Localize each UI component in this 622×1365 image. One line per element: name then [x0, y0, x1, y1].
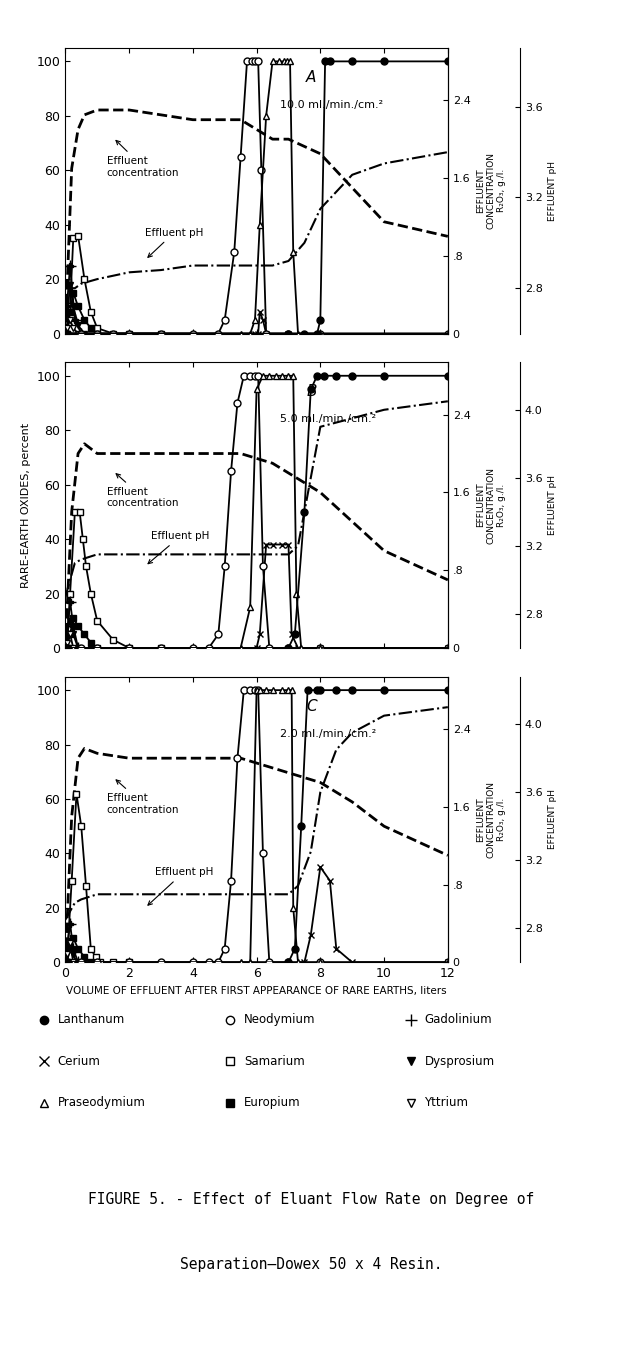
Text: Effluent pH: Effluent pH [148, 531, 210, 564]
Y-axis label: EFFLUENT pH: EFFLUENT pH [549, 161, 557, 221]
Text: Effluent
concentration: Effluent concentration [107, 779, 179, 815]
Text: A: A [306, 70, 317, 85]
Text: 5.0 ml./min./cm.²: 5.0 ml./min./cm.² [279, 414, 376, 425]
Y-axis label: EFFLUENT pH: EFFLUENT pH [549, 789, 557, 849]
Text: Praseodymium: Praseodymium [58, 1096, 146, 1110]
Y-axis label: EFFLUENT
CONCENTRATION
R₂O₃, g./l.: EFFLUENT CONCENTRATION R₂O₃, g./l. [476, 781, 506, 859]
Text: B: B [306, 385, 317, 400]
X-axis label: VOLUME OF EFFLUENT AFTER FIRST APPEARANCE OF RARE EARTHS, liters: VOLUME OF EFFLUENT AFTER FIRST APPEARANC… [67, 986, 447, 995]
Y-axis label: EFFLUENT
CONCENTRATION
R₂O₃, g./l.: EFFLUENT CONCENTRATION R₂O₃, g./l. [476, 467, 506, 543]
Text: Neodymium: Neodymium [244, 1013, 315, 1026]
Y-axis label: EFFLUENT
CONCENTRATION
R₂O₃, g./l.: EFFLUENT CONCENTRATION R₂O₃, g./l. [476, 152, 506, 229]
Text: Yttrium: Yttrium [424, 1096, 468, 1110]
Text: Effluent pH: Effluent pH [145, 228, 203, 258]
Text: Europium: Europium [244, 1096, 300, 1110]
Text: Effluent
concentration: Effluent concentration [107, 474, 179, 508]
Text: Effluent pH: Effluent pH [148, 867, 213, 905]
Y-axis label: RARE-EARTH OXIDES, percent: RARE-EARTH OXIDES, percent [21, 423, 31, 587]
Text: 10.0 ml./min./cm.²: 10.0 ml./min./cm.² [279, 100, 383, 109]
Text: FIGURE 5. - Effect of Eluant Flow Rate on Degree of: FIGURE 5. - Effect of Eluant Flow Rate o… [88, 1192, 534, 1207]
Text: 2.0 ml./min./cm.²: 2.0 ml./min./cm.² [279, 729, 376, 738]
Text: C: C [306, 699, 317, 714]
Text: Separation–Dowex 50 x 4 Resin.: Separation–Dowex 50 x 4 Resin. [180, 1257, 442, 1272]
Text: Lanthanum: Lanthanum [58, 1013, 125, 1026]
Text: Effluent
concentration: Effluent concentration [107, 141, 179, 177]
Text: Samarium: Samarium [244, 1055, 305, 1067]
Text: Dysprosium: Dysprosium [424, 1055, 494, 1067]
Text: Cerium: Cerium [58, 1055, 101, 1067]
Y-axis label: EFFLUENT pH: EFFLUENT pH [549, 475, 557, 535]
Text: Gadolinium: Gadolinium [424, 1013, 492, 1026]
